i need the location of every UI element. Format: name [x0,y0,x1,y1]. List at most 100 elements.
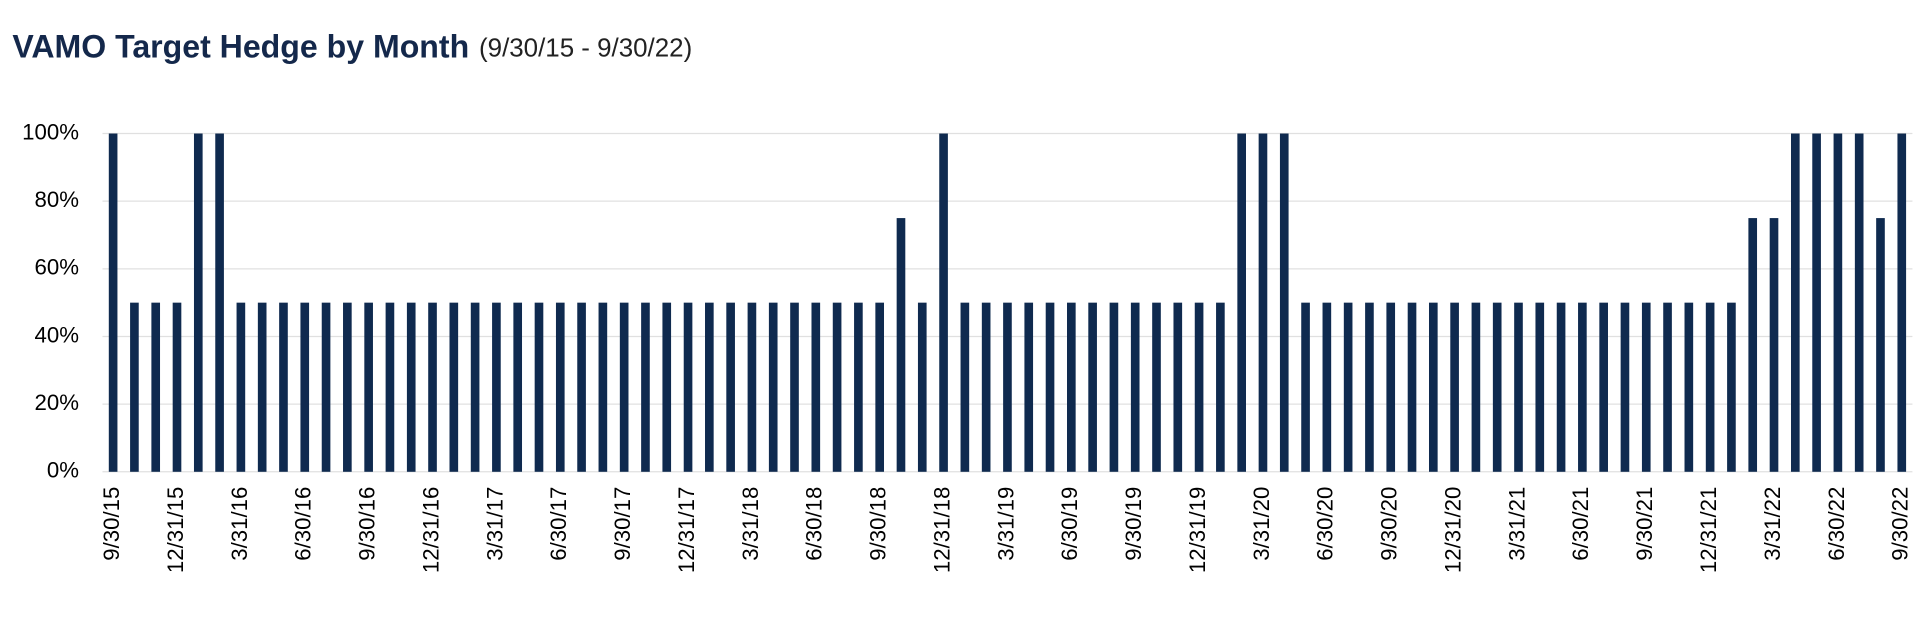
x-tick-label: 12/31/21 [1696,487,1721,573]
x-tick-label: 12/31/15 [163,487,188,573]
bar [1173,302,1183,472]
bar [1152,302,1161,472]
bar [747,302,757,472]
bar [449,302,459,472]
x-tick-label: 9/30/15 [99,487,124,561]
bar [300,302,310,472]
bar [470,302,480,472]
bar [1024,302,1034,472]
y-tick-label: 80% [35,187,79,212]
bar [1407,302,1417,472]
bar [1450,302,1459,472]
y-tick-label: 60% [35,255,79,280]
bar [1279,133,1289,472]
y-tick-label: 100% [22,119,79,144]
bar [215,133,224,472]
bar [1343,302,1353,472]
x-tick-label: 6/30/22 [1824,487,1849,561]
bar [1790,133,1800,472]
x-tick-label: 9/30/17 [610,487,635,561]
bar [1492,302,1502,472]
bar [406,302,416,472]
bar [130,302,139,472]
x-tick-label: 3/31/21 [1504,487,1529,561]
bar [193,133,203,472]
bar [151,302,161,472]
x-tick-label: 6/30/17 [546,487,571,561]
bar [108,133,118,472]
bar [1109,302,1119,472]
bar [1088,302,1097,472]
x-tick-label: 9/30/22 [1888,487,1913,561]
bar [726,302,735,472]
bar [1003,302,1012,472]
bar [1365,302,1374,472]
x-tick-label: 12/31/16 [418,487,443,574]
x-tick-label: 3/31/22 [1760,487,1785,561]
x-tick-label: 6/30/20 [1313,487,1338,561]
bar [1535,302,1545,472]
bar [577,302,586,472]
bar [1599,302,1608,472]
bar [1067,302,1076,472]
x-tick-label: 9/30/21 [1632,487,1657,561]
bar [1216,302,1225,472]
y-tick-label: 40% [35,322,79,347]
bar [1897,133,1907,472]
bar [1045,302,1055,472]
bar [683,302,693,472]
bar [555,302,565,472]
bar [619,302,629,472]
bar [1727,302,1736,472]
bar [1876,218,1885,472]
bar [1684,302,1694,472]
bar [279,302,288,472]
bar [790,302,799,472]
bar [1130,302,1140,472]
bar [492,302,501,472]
bar [662,302,672,472]
bar [768,302,778,472]
bar [1769,218,1779,472]
x-tick-label: 3/31/16 [227,487,252,561]
subtitle: (9/30/15 - 9/30/22) [479,34,692,62]
title: VAMO Target Hedge by Month [12,29,469,65]
bar [513,302,523,472]
bar [960,302,970,472]
x-tick-label: 3/31/18 [738,487,763,561]
bar [1322,302,1332,472]
x-tick-label: 12/31/17 [674,487,699,573]
x-tick-label: 6/30/19 [1057,487,1082,561]
bar [1748,218,1758,472]
bar [1301,302,1310,472]
y-tick-label: 20% [35,390,79,415]
bar [832,302,842,472]
bar [1578,302,1587,472]
x-tick-label: 9/30/20 [1377,487,1402,561]
chart-title: VAMO Target Hedge by Month (9/30/15 - 9/3… [12,29,692,65]
bar [598,302,608,472]
bar [1705,302,1715,472]
bar [641,302,650,472]
bar [321,302,331,472]
bar [939,133,948,472]
bar [1812,133,1821,472]
x-tick-label: 9/30/19 [1121,487,1146,561]
bar [811,302,821,472]
bar [1556,302,1566,472]
bar [1237,133,1246,472]
bar [172,302,182,472]
x-tick-label: 9/30/18 [866,487,891,561]
bar [428,302,437,472]
bar [236,302,246,472]
bar [1428,302,1438,472]
x-tick-label: 3/31/17 [482,487,507,561]
x-tick-label: 12/31/19 [1185,487,1210,574]
bar [1620,302,1630,472]
x-tick-label: 6/30/21 [1568,487,1593,561]
bar [385,302,395,472]
bar [875,302,885,472]
y-tick-label: 0% [47,458,79,483]
bar [854,302,863,472]
